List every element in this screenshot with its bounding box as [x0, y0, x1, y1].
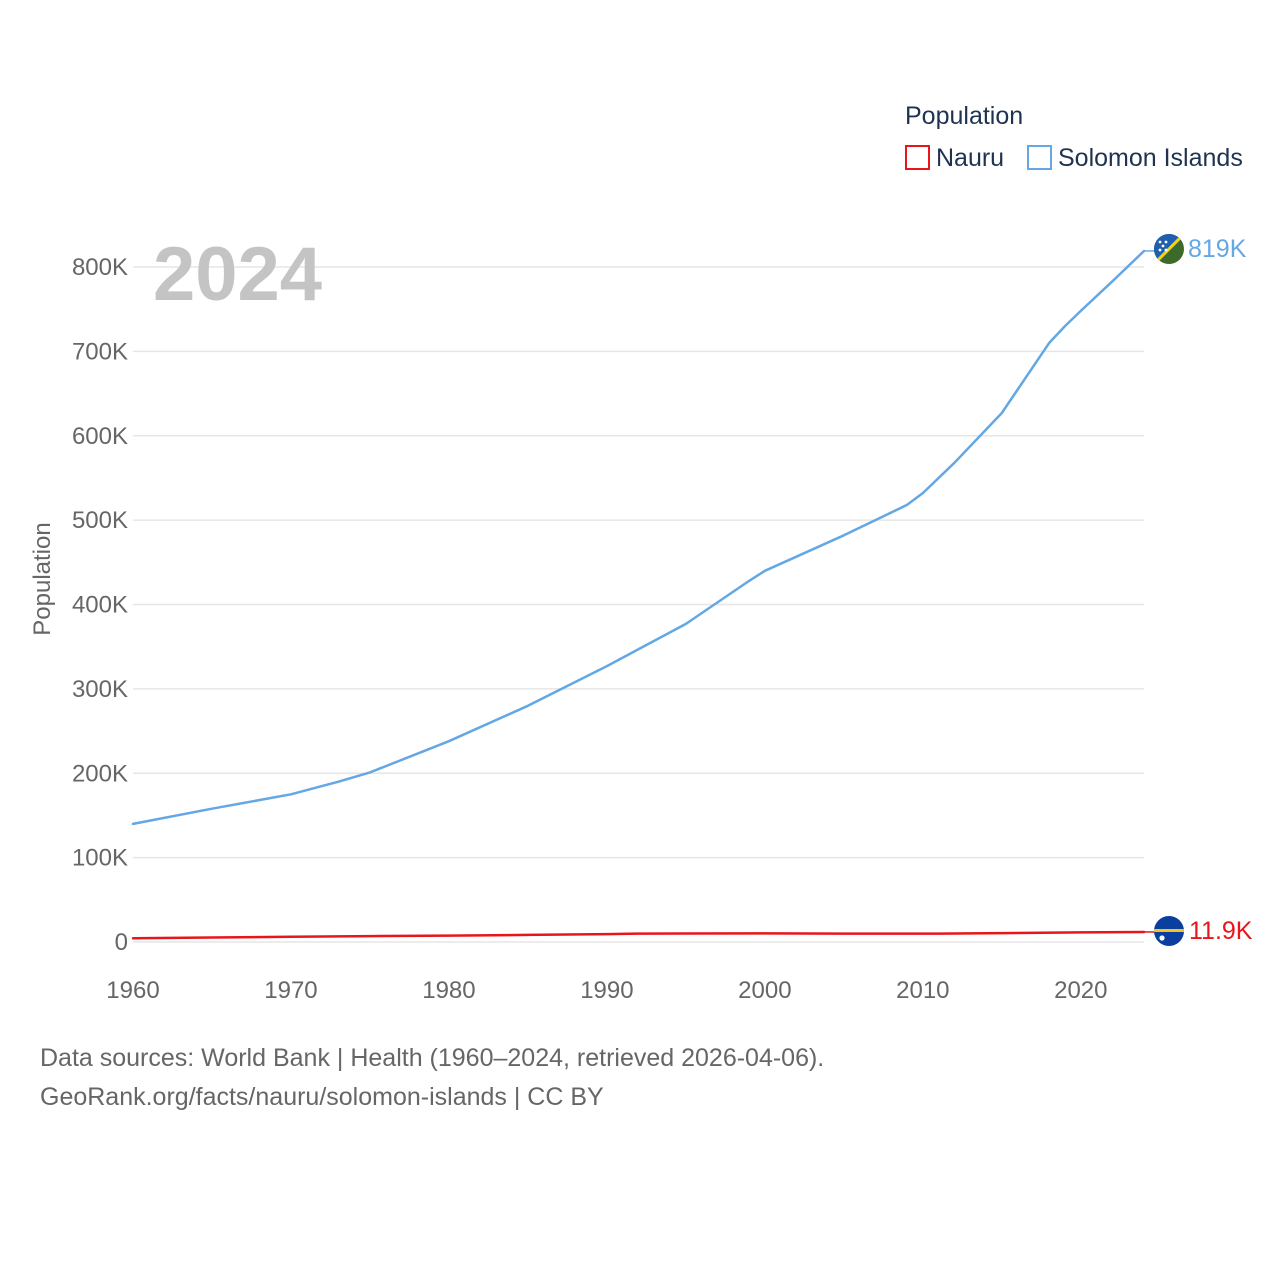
- x-tick-label: 2020: [1054, 977, 1107, 1004]
- grid-lines: [133, 266, 1144, 943]
- x-tick-label: 1960: [106, 977, 159, 1004]
- solomon-islands-flag-icon: [1154, 234, 1184, 264]
- legend-label-solomon-islands: Solomon Islands: [1058, 144, 1243, 172]
- legend-swatch-nauru: [905, 145, 930, 170]
- year-label: 2024: [153, 232, 322, 317]
- legend: Population Nauru Solomon Islands: [905, 102, 1243, 172]
- x-tick-label: 1970: [264, 977, 317, 1004]
- x-tick-label: 1980: [422, 977, 475, 1004]
- series-line-nauru[interactable]: [131, 930, 1146, 940]
- legend-swatch-solomon-islands: [1027, 145, 1052, 170]
- end-label-solomon-islands: 819K: [1188, 235, 1247, 263]
- y-tick-label: 100K: [72, 845, 128, 872]
- end-label-nauru: 11.9K: [1189, 917, 1253, 945]
- y-tick-label: 400K: [72, 592, 128, 619]
- series-lines: [131, 249, 1155, 940]
- y-tick-label: 0: [115, 929, 128, 956]
- x-axis-ticks: 1960 1970 1980 1990 2000 2010 2020: [106, 977, 1107, 1004]
- footer-attribution: GeoRank.org/facts/nauru/solomon-islands …: [40, 1083, 604, 1111]
- series-line-solomon-islands[interactable]: [131, 249, 1146, 826]
- y-axis-title: Population: [29, 522, 56, 635]
- y-tick-label: 800K: [72, 254, 128, 281]
- y-tick-label: 200K: [72, 760, 128, 787]
- y-tick-label: 700K: [72, 338, 128, 365]
- nauru-flag-icon: [1154, 916, 1184, 946]
- x-tick-label: 2010: [896, 977, 949, 1004]
- y-tick-label: 500K: [72, 507, 128, 534]
- y-tick-label: 600K: [72, 423, 128, 450]
- legend-item-solomon-islands[interactable]: Solomon Islands: [1027, 144, 1243, 172]
- y-axis-ticks: 0 100K 200K 300K 400K 500K 600K 700K 800K: [72, 254, 128, 956]
- y-tick-label: 300K: [72, 676, 128, 703]
- x-tick-label: 2000: [738, 977, 791, 1004]
- legend-title: Population: [905, 102, 1023, 130]
- legend-item-nauru[interactable]: Nauru: [905, 144, 1004, 172]
- legend-label-nauru: Nauru: [936, 144, 1004, 172]
- x-tick-label: 1990: [580, 977, 633, 1004]
- footer-sources: Data sources: World Bank | Health (1960–…: [40, 1044, 825, 1072]
